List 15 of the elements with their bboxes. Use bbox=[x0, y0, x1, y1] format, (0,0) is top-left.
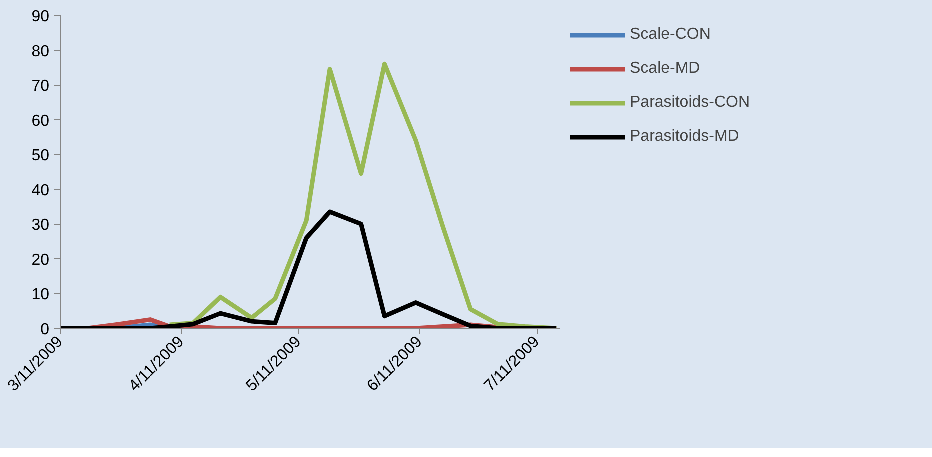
legend-label: Scale-MD bbox=[630, 60, 702, 78]
y-tick-label: 50 bbox=[32, 148, 50, 165]
legend-label: Scale-CON bbox=[630, 26, 712, 44]
y-tick-label: 70 bbox=[32, 78, 50, 96]
y-tick-label: 40 bbox=[32, 182, 50, 200]
line-series bbox=[168, 62, 559, 328]
y-tick-label: 60 bbox=[32, 112, 50, 130]
legend-label: Parasitoids-MD bbox=[630, 128, 740, 146]
legend-label: Parasitoids-CON bbox=[630, 94, 750, 112]
y-tick-label: 30 bbox=[32, 217, 50, 234]
y-tick-label: 80 bbox=[32, 43, 50, 60]
y-tick-label: 0 bbox=[40, 322, 50, 338]
y-tick-label: 20 bbox=[32, 252, 50, 269]
y-tick-label: 90 bbox=[32, 8, 50, 26]
y-tick-label: 10 bbox=[32, 286, 50, 304]
